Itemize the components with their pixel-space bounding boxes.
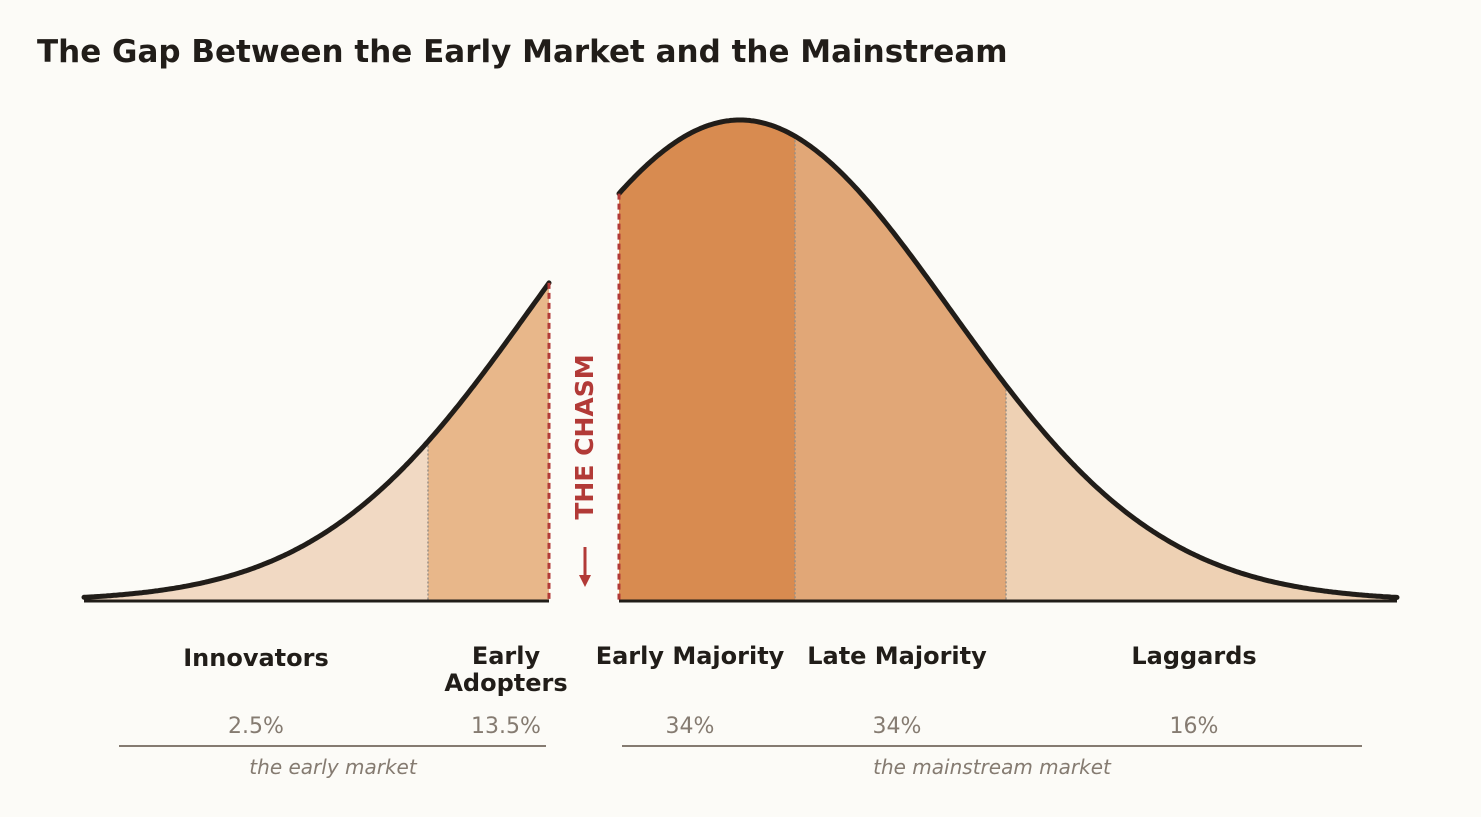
segment-share-early-adopters: 13.5%	[471, 714, 541, 739]
segment-fill-late-majority	[795, 136, 1006, 601]
segment-label-early-adopters-line2: Adopters	[444, 669, 567, 697]
segment-fill-innovators	[84, 441, 428, 601]
segment-share-early-majority: 34%	[666, 714, 715, 739]
segment-label-innovators: Innovators	[183, 644, 329, 672]
curve-outline-early	[81, 280, 552, 600]
curve-outline-mainstream	[616, 117, 1400, 600]
segment-dividers	[427, 136, 1007, 601]
segment-label-late-majority: Late Majority	[807, 642, 987, 670]
segment-label-early-majority: Early Majority	[596, 642, 785, 670]
mainstream-market-label: the mainstream market	[873, 755, 1112, 779]
segment-label-laggards: Laggards	[1131, 642, 1256, 670]
segment-share-late-majority: 34%	[873, 714, 922, 739]
segment-fills	[84, 120, 1397, 601]
segment-label-early-adopters-line1: Early	[472, 642, 541, 670]
segment-fill-early-adopters	[428, 282, 549, 601]
chasm-label: THE CHASM	[570, 354, 599, 519]
segment-share-laggards: 16%	[1170, 714, 1219, 739]
early-market-label: the early market	[249, 755, 418, 779]
segment-share-innovators: 2.5%	[228, 714, 284, 739]
segment-fill-early-majority	[619, 120, 795, 601]
chasm-gap	[547, 193, 621, 601]
arrow-down-icon	[579, 547, 591, 587]
segment-fill-laggards	[1006, 385, 1397, 601]
bell-curve	[81, 117, 1400, 603]
page-title: The Gap Between the Early Market and the…	[37, 34, 1008, 70]
